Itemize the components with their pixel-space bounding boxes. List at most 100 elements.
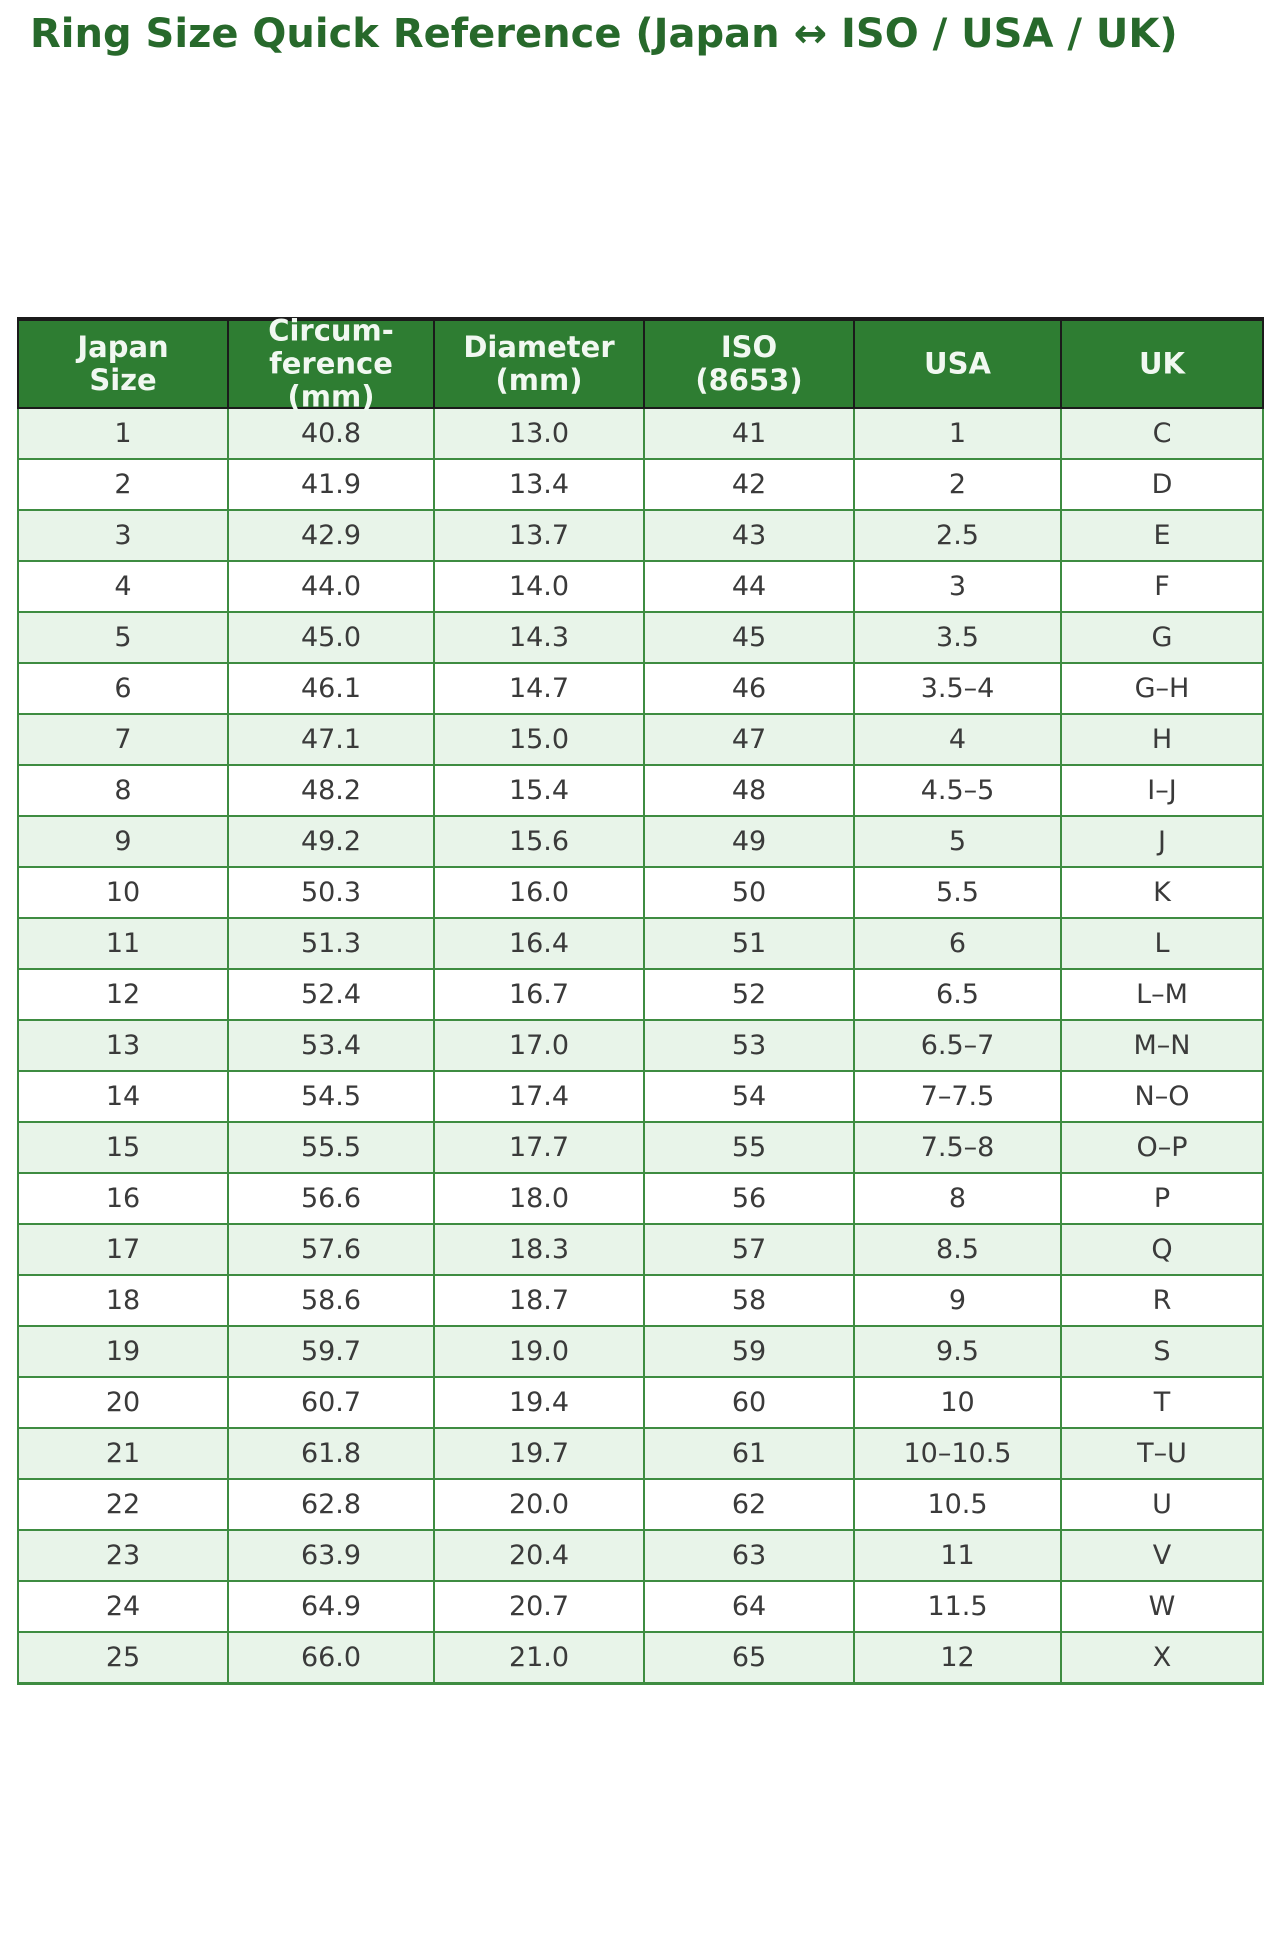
table-cell: 41.9	[227, 458, 435, 511]
table-row: 19 59.7 19.0 59 9.5 S	[17, 1325, 1264, 1378]
table-cell: 6	[853, 917, 1062, 970]
table-cell: 4.5–5	[853, 764, 1062, 817]
table-cell: 49	[643, 815, 855, 868]
table-cell: S	[1060, 1325, 1264, 1378]
table-row: 12 52.4 16.7 52 6.5 L–M	[17, 968, 1264, 1021]
column-header-label: Diameter (mm)	[435, 331, 643, 397]
table-cell: W	[1060, 1580, 1264, 1633]
table-cell: 16.0	[433, 866, 645, 919]
table-cell: 14	[17, 1070, 229, 1123]
table-cell: 17.7	[433, 1121, 645, 1174]
table-cell: 6.5	[853, 968, 1062, 1021]
table-cell: 64	[643, 1580, 855, 1633]
table-cell: 14.3	[433, 611, 645, 664]
table-cell: G–H	[1060, 662, 1264, 715]
table-cell: 50	[643, 866, 855, 919]
table-cell: 11.5	[853, 1580, 1062, 1633]
column-header-circumference-mm: Circum-ference (mm)	[227, 314, 435, 413]
table-cell: 23	[17, 1529, 229, 1582]
table-cell: 3.5–4	[853, 662, 1062, 715]
column-header-label: USA	[855, 347, 1060, 381]
table-cell: D	[1060, 458, 1264, 511]
header-line: (mm)	[495, 363, 583, 397]
table-cell: 60.7	[227, 1376, 435, 1429]
table-cell: 17.4	[433, 1070, 645, 1123]
table-cell: 55	[643, 1121, 855, 1174]
table-cell: 19.4	[433, 1376, 645, 1429]
table-cell: 15.6	[433, 815, 645, 868]
table-cell: 5.5	[853, 866, 1062, 919]
table-cell: 17	[17, 1223, 229, 1276]
table-cell: 54.5	[227, 1070, 435, 1123]
table-body: 1 40.8 13.0 41 1 C 2 41.9 13.4 42 2 D 3 42.9 13.7 43 2.5…	[17, 407, 1264, 1685]
table-row: 5 45.0 14.3 45 3.5 G	[17, 611, 1264, 664]
table-cell: 11	[17, 917, 229, 970]
table-cell: 40.8	[227, 407, 435, 460]
table-cell: 21.0	[433, 1631, 645, 1685]
table-cell: 3.5	[853, 611, 1062, 664]
table-cell: 10	[853, 1376, 1062, 1429]
table-cell: 5	[17, 611, 229, 664]
table-cell: 6	[17, 662, 229, 715]
table-cell: 16.7	[433, 968, 645, 1021]
table-cell: 2	[853, 458, 1062, 511]
column-header-iso-8653: ISO (8653)	[643, 317, 855, 409]
table-row: 22 62.8 20.0 62 10.5 U	[17, 1478, 1264, 1531]
table-cell: 51.3	[227, 917, 435, 970]
table-cell: 25	[17, 1631, 229, 1685]
table-cell: 42.9	[227, 509, 435, 562]
header-line: Size	[89, 363, 157, 397]
table-row: 6 46.1 14.7 46 3.5–4 G–H	[17, 662, 1264, 715]
table-cell: 19.0	[433, 1325, 645, 1378]
table-cell: 10–10.5	[853, 1427, 1062, 1480]
table-cell: 8.5	[853, 1223, 1062, 1276]
table-cell: 12	[17, 968, 229, 1021]
table-row: 1 40.8 13.0 41 1 C	[17, 407, 1264, 460]
table-cell: 59.7	[227, 1325, 435, 1378]
table-cell: 13.7	[433, 509, 645, 562]
table-cell: 64.9	[227, 1580, 435, 1633]
table-cell: 14.0	[433, 560, 645, 613]
table-cell: 18.7	[433, 1274, 645, 1327]
table-cell: 62.8	[227, 1478, 435, 1531]
table-cell: L	[1060, 917, 1264, 970]
table-cell: M–N	[1060, 1019, 1264, 1072]
column-header-label: UK	[1062, 347, 1262, 381]
table-cell: 20.0	[433, 1478, 645, 1531]
table-cell: 18.3	[433, 1223, 645, 1276]
table-row: 25 66.0 21.0 65 12 X	[17, 1631, 1264, 1685]
table-cell: F	[1060, 560, 1264, 613]
table-cell: 61.8	[227, 1427, 435, 1480]
table-cell: 66.0	[227, 1631, 435, 1685]
table-cell: K	[1060, 866, 1264, 919]
table-cell: 13.4	[433, 458, 645, 511]
table-cell: 51	[643, 917, 855, 970]
table-cell: 22	[17, 1478, 229, 1531]
table-cell: 20.4	[433, 1529, 645, 1582]
header-line: ISO	[720, 330, 778, 364]
table-cell: R	[1060, 1274, 1264, 1327]
table-cell: 46.1	[227, 662, 435, 715]
table-row: 18 58.6 18.7 58 9 R	[17, 1274, 1264, 1327]
table-cell: 41	[643, 407, 855, 460]
table-cell: G	[1060, 611, 1264, 664]
header-line: (mm)	[287, 379, 375, 414]
table-cell: H	[1060, 713, 1264, 766]
table-cell: 7	[17, 713, 229, 766]
table-row: 15 55.5 17.7 55 7.5–8 O–P	[17, 1121, 1264, 1174]
table-cell: 55.5	[227, 1121, 435, 1174]
table-cell: E	[1060, 509, 1264, 562]
table-row: 2 41.9 13.4 42 2 D	[17, 458, 1264, 511]
table-row: 21 61.8 19.7 61 10–10.5 T–U	[17, 1427, 1264, 1480]
table-cell: 15.4	[433, 764, 645, 817]
table-cell: T–U	[1060, 1427, 1264, 1480]
table-row: 13 53.4 17.0 53 6.5–7 M–N	[17, 1019, 1264, 1072]
table-cell: 10.5	[853, 1478, 1062, 1531]
table-cell: 19	[17, 1325, 229, 1378]
table-cell: P	[1060, 1172, 1264, 1225]
table-cell: 8	[17, 764, 229, 817]
table-cell: 7.5–8	[853, 1121, 1062, 1174]
header-line: Japan	[77, 330, 169, 364]
table-cell: N–O	[1060, 1070, 1264, 1123]
table-cell: 59	[643, 1325, 855, 1378]
